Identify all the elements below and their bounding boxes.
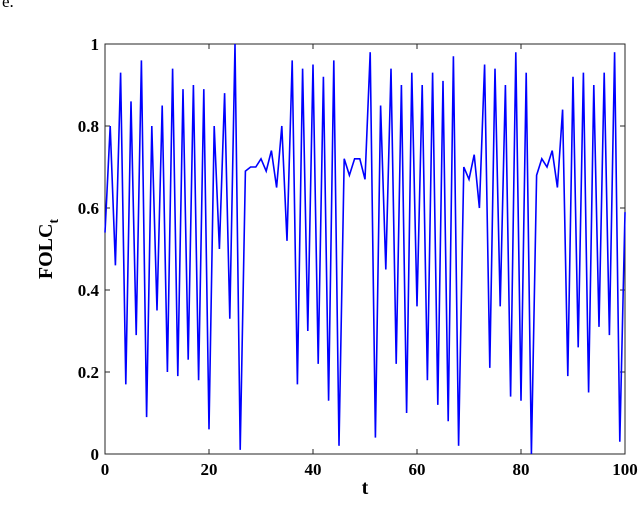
y-axis-title: FOLCt xyxy=(35,219,62,280)
y-tick-label: 0.8 xyxy=(78,117,99,136)
page-header-fragment: e. xyxy=(2,0,14,11)
x-tick-label: 60 xyxy=(409,460,426,479)
series-line xyxy=(104,43,626,455)
x-tick-label: 0 xyxy=(101,460,110,479)
y-tick-label: 0 xyxy=(91,445,100,464)
x-tick-label: 80 xyxy=(513,460,530,479)
y-axis-title-main: FOLC xyxy=(35,224,57,280)
plot-area xyxy=(104,43,626,455)
y-tick-label: 0.2 xyxy=(78,363,99,382)
y-tick-label: 0.4 xyxy=(78,281,100,300)
x-axis-title: t xyxy=(362,477,369,499)
y-axis: 0 0.2 0.4 0.6 0.8 1 xyxy=(78,35,625,464)
x-tick-label: 40 xyxy=(305,460,322,479)
y-axis-title-subscript: t xyxy=(47,219,62,224)
x-tick-label: 20 xyxy=(201,460,218,479)
x-axis: 0 20 40 60 80 100 xyxy=(101,44,638,479)
y-tick-label: 1 xyxy=(91,35,100,54)
y-tick-label: 0.6 xyxy=(78,199,99,218)
x-tick-label: 100 xyxy=(612,460,638,479)
